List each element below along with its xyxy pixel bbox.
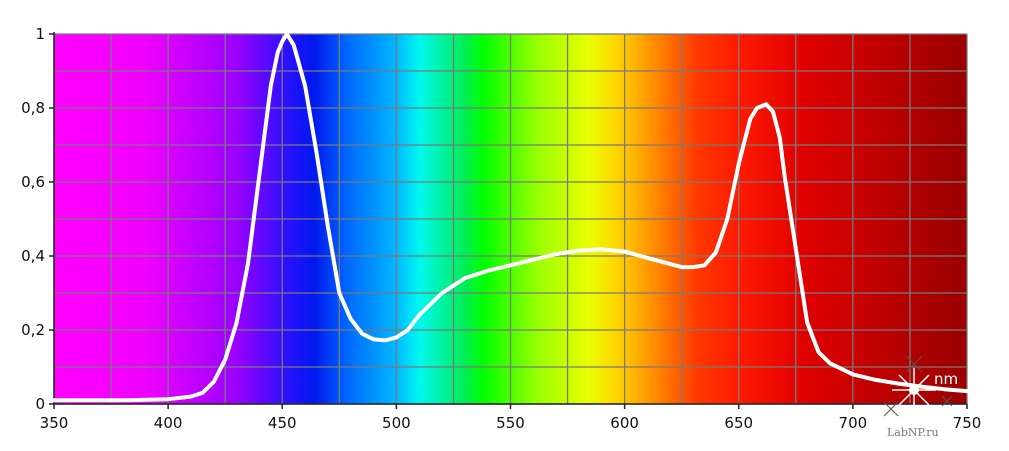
- y-tick-label: 1: [35, 25, 45, 43]
- x-tick-label: 400: [154, 414, 183, 432]
- x-tick-label: 450: [268, 414, 297, 432]
- star-burst-icon: [883, 355, 953, 417]
- x-tick-label: 750: [953, 414, 982, 432]
- x-tick-labels: 350 400 450 500 550 600 650 700 750: [40, 404, 982, 432]
- y-tick-label: 0,2: [21, 321, 45, 339]
- grid-lines: [53, 33, 968, 405]
- y-tick-label: 0: [35, 395, 45, 413]
- x-tick-label: 600: [610, 414, 639, 432]
- y-tick-label: 0,4: [21, 247, 45, 265]
- x-tick-label: 550: [496, 414, 525, 432]
- y-tick-labels: 0 0,2 0,4 0,6 0,8 1: [21, 25, 54, 413]
- x-tick-label: 350: [40, 414, 69, 432]
- watermark-text: LabNP.ru: [887, 426, 939, 439]
- x-tick-label: 500: [382, 414, 411, 432]
- x-axis-unit: nm: [934, 370, 958, 388]
- x-tick-label: 650: [724, 414, 753, 432]
- intensity-curve: [52, 32, 969, 403]
- y-tick-label: 0,6: [21, 173, 45, 191]
- x-tick-label: 700: [839, 414, 868, 432]
- y-tick-label: 0,8: [21, 99, 45, 117]
